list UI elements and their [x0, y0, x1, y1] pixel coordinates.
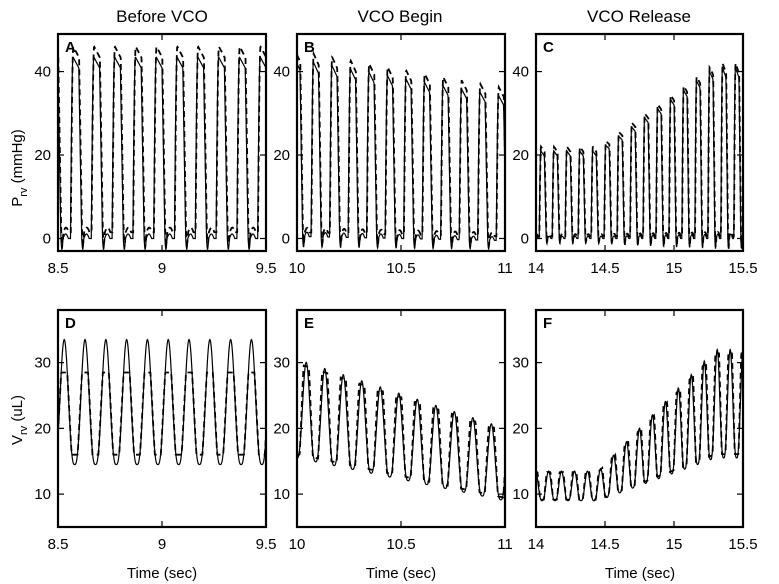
- panel-b-y-tick-label: 20: [273, 147, 290, 164]
- panel-d-model-series: [57, 371, 267, 456]
- panel-a-y-label-subscript: rv: [18, 187, 30, 197]
- panel-f-y-tick-label: 20: [512, 420, 529, 437]
- panel-b: 10 10.5 11 0 20 40 B: [273, 32, 513, 277]
- panel-a-y-label-main: P: [9, 197, 26, 207]
- panel-e-ticks: 10 10.5 11 10 20 30: [273, 310, 513, 553]
- panel-f-x-tick-label: 14: [528, 536, 545, 553]
- panel-e-model-series: [296, 364, 506, 499]
- panel-f-ticks: 14 14.5 15 15.5 10 20 30: [512, 310, 758, 553]
- panel-e-x-tick-label: 10: [289, 536, 306, 553]
- column-title-before-vco: Before VCO: [116, 7, 208, 26]
- panel-f-y-tick-label: 30: [512, 355, 529, 372]
- panel-d-x-axis-label: Time (sec): [127, 565, 197, 582]
- panel-b-y-tick-label: 0: [282, 230, 290, 247]
- panel-a-measured-series: [57, 56, 267, 251]
- panel-e-y-tick-label: 30: [273, 355, 290, 372]
- panel-e: 10 10.5 11 10 20 30 E Time (sec): [273, 308, 513, 582]
- column-title-vco-begin: VCO Begin: [357, 7, 442, 26]
- panel-a-y-tick-label: 20: [34, 147, 51, 164]
- panel-e-letter: E: [304, 315, 314, 332]
- panel-f-letter: F: [543, 315, 552, 332]
- panel-d-y-tick-label: 10: [34, 486, 51, 503]
- panel-c-x-tick-label: 14.5: [590, 260, 619, 277]
- panel-b-ticks: 10 10.5 11 0 20 40: [273, 34, 513, 277]
- panel-d-ticks: 8.5 9 9.5 10 20 30: [34, 310, 276, 553]
- panel-f-x-axis-label: Time (sec): [605, 565, 675, 582]
- panel-c-x-tick-label: 15.5: [728, 260, 757, 277]
- panel-e-y-tick-label: 10: [273, 486, 290, 503]
- panel-c-model-series: [535, 62, 744, 250]
- panel-b-measured-series: [296, 59, 506, 252]
- panel-f-x-tick-label: 15.5: [728, 536, 757, 553]
- panel-f-y-tick-label: 10: [512, 486, 529, 503]
- panel-a-x-tick-label: 9.5: [256, 260, 277, 277]
- panel-f-x-tick-label: 14.5: [590, 536, 619, 553]
- panel-a-y-axis-label: Prv (mmHg): [9, 129, 30, 207]
- panel-d-x-tick-label: 9.5: [256, 536, 277, 553]
- panel-a-x-tick-label: 9: [158, 260, 166, 277]
- panel-d-letter: D: [65, 315, 76, 332]
- panel-d-y-label-unit: (uL): [9, 395, 26, 426]
- panel-c-ticks: 14 14.5 15 15.5 0 20 40: [512, 34, 758, 277]
- panel-c-x-tick-label: 14: [528, 260, 545, 277]
- panel-b-frame: [295, 32, 507, 253]
- panel-d-y-label-main: V: [9, 435, 26, 445]
- panel-e-x-tick-label: 10.5: [386, 536, 415, 553]
- panel-f-x-tick-label: 15: [666, 536, 683, 553]
- panel-d: 8.5 9 9.5 10 20 30 D Vrv (uL) Time (sec): [9, 308, 276, 582]
- column-title-vco-release: VCO Release: [587, 7, 691, 26]
- panel-c-x-tick-label: 15: [666, 260, 683, 277]
- panel-b-x-tick-label: 11: [497, 260, 513, 277]
- panel-f-frame: [534, 308, 745, 529]
- panel-f: 14 14.5 15 15.5 10 20 30 F Time (sec): [512, 308, 758, 582]
- panel-b-x-tick-label: 10.5: [386, 260, 415, 277]
- panel-d-y-label-subscript: rv: [18, 425, 30, 435]
- panel-c-measured-series: [535, 65, 744, 249]
- panel-c-y-tick-label: 20: [512, 147, 529, 164]
- panel-d-y-axis-label: Vrv (uL): [9, 395, 30, 445]
- panel-c: 14 14.5 15 15.5 0 20 40 C: [512, 32, 758, 277]
- panel-a-frame: [56, 32, 268, 253]
- panel-b-x-tick-label: 10: [289, 260, 306, 277]
- panel-b-model-series: [296, 50, 506, 249]
- panel-d-y-tick-label: 20: [34, 420, 51, 437]
- panel-b-letter: B: [304, 39, 315, 56]
- panel-f-model-series: [536, 352, 743, 501]
- panel-a-letter: A: [65, 39, 76, 56]
- panel-a-y-tick-label: 40: [34, 64, 51, 81]
- panel-a-y-label-unit: (mmHg): [9, 129, 26, 187]
- panel-d-x-tick-label: 8.5: [48, 536, 69, 553]
- panel-d-x-tick-label: 9: [158, 536, 166, 553]
- panel-e-x-tick-label: 11: [497, 536, 513, 553]
- panel-e-y-tick-label: 20: [273, 420, 290, 437]
- panel-b-y-tick-label: 40: [273, 64, 290, 81]
- panel-c-frame: [534, 32, 745, 253]
- panel-a-ticks: 8.5 9 9.5 0 20 40: [34, 34, 276, 277]
- panel-a-x-tick-label: 8.5: [48, 260, 69, 277]
- panel-a-model-series: [57, 45, 267, 246]
- panel-a-y-tick-label: 0: [43, 230, 51, 247]
- panel-c-y-tick-label: 40: [512, 64, 529, 81]
- panel-e-x-axis-label: Time (sec): [366, 565, 436, 582]
- panel-d-frame: [56, 308, 268, 529]
- panel-c-letter: C: [543, 39, 554, 56]
- panel-a: 8.5 9 9.5 0 20 40 A Prv (mmHg): [9, 32, 276, 277]
- panel-d-y-tick-label: 30: [34, 355, 51, 372]
- panel-f-measured-series: [535, 348, 744, 502]
- panel-c-y-tick-label: 0: [521, 230, 529, 247]
